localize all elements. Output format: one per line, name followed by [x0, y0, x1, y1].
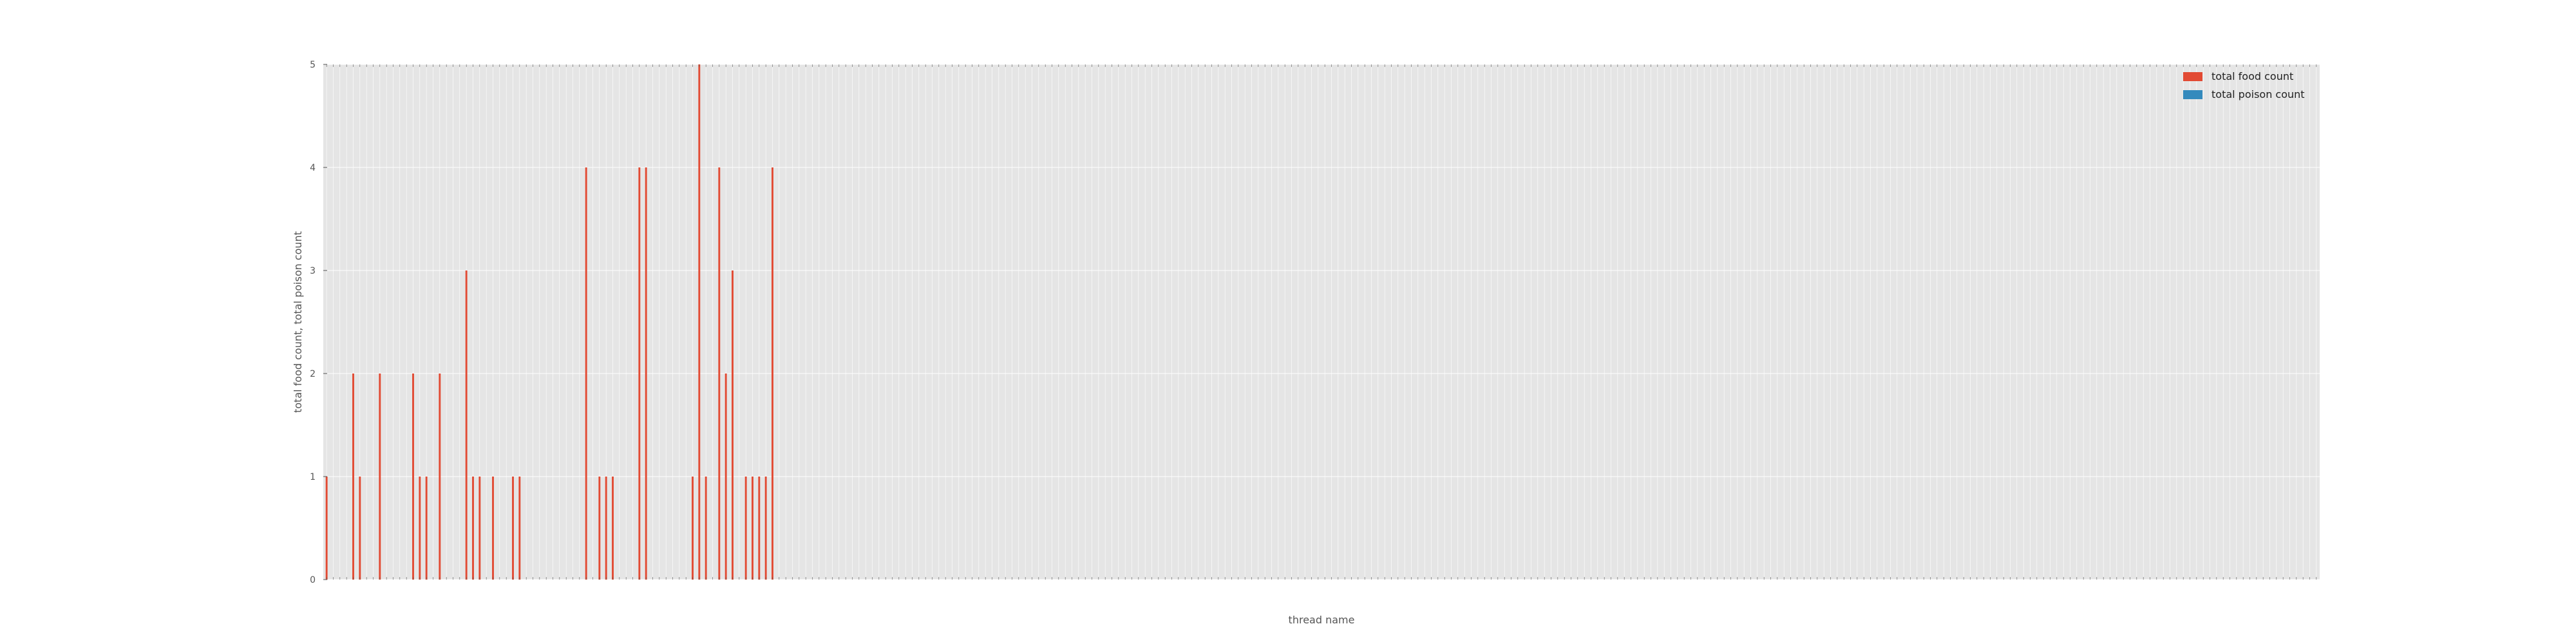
y-axis-label: total food count, total poison count [292, 231, 304, 413]
y-tick-label: 1 [310, 472, 316, 482]
bar-food [698, 64, 701, 580]
bar-food [472, 477, 474, 580]
bar-food [478, 477, 481, 580]
bar-food [752, 477, 753, 580]
bar-food [439, 374, 441, 580]
legend-swatch-total-poison-count [2183, 90, 2202, 99]
legend-swatch-total-food-count [2183, 72, 2202, 81]
legend: total food count total poison count [2183, 70, 2305, 100]
bar-food [724, 374, 727, 580]
bar-food [645, 167, 647, 580]
bar-food [419, 477, 421, 580]
bar-food [585, 167, 587, 580]
bar-food [325, 477, 328, 580]
y-tick-label: 3 [310, 266, 316, 276]
bar-food [732, 270, 734, 580]
bar-food [758, 477, 761, 580]
bars-layer [325, 64, 773, 580]
bar-food [692, 477, 694, 580]
legend-label-total-poison-count: total poison count [2211, 88, 2305, 100]
bar-food [492, 477, 494, 580]
bar-food [352, 374, 354, 580]
bar-food [612, 477, 614, 580]
y-tick-label: 5 [310, 60, 316, 70]
y-axis-ticks: 0 1 2 3 4 5 [310, 60, 327, 585]
bar-food [598, 477, 601, 580]
bar-food [772, 167, 773, 580]
bar-food [518, 477, 521, 580]
bar-food [718, 167, 721, 580]
x-axis-label: thread name [1289, 614, 1355, 626]
bar-food [379, 374, 381, 580]
bar-food [744, 477, 747, 580]
legend-label-total-food-count: total food count [2211, 70, 2293, 82]
bar-food [705, 477, 707, 580]
bar-food [638, 167, 641, 580]
bar-food [425, 477, 428, 580]
bar-food [605, 477, 607, 580]
bar-food [359, 477, 361, 580]
x-axis-ticks [326, 64, 2317, 580]
y-tick-label: 2 [310, 369, 316, 379]
y-tick-label: 0 [310, 575, 316, 585]
bar-food [412, 374, 414, 580]
y-tick-label: 4 [310, 163, 316, 173]
bar-food [512, 477, 514, 580]
bar-food [465, 270, 468, 580]
bar-food [764, 477, 767, 580]
plot-area [323, 64, 2320, 580]
